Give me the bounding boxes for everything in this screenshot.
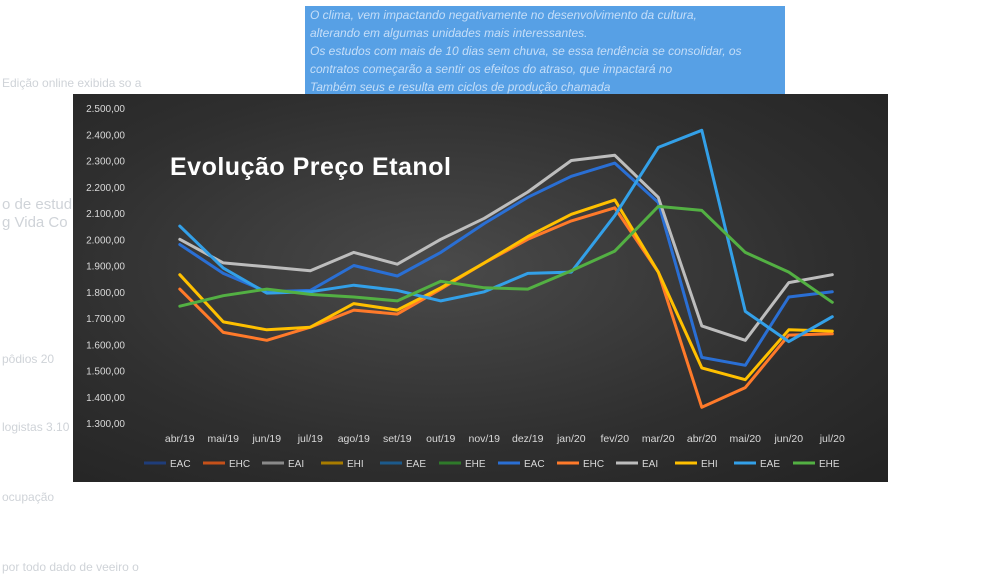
legend-label: EHE xyxy=(465,459,486,470)
y-tick-label: 1.900,00 xyxy=(86,262,125,273)
x-tick-label: out/19 xyxy=(426,433,455,445)
ethanol-price-chart: 1.300,00 1.400,00 1.500,00 1.600,00 1.700,00… xyxy=(86,104,845,470)
background-highlight-line: alterando em algumas unidades mais inter… xyxy=(310,26,588,40)
y-tick-label: 2.200,00 xyxy=(86,183,125,194)
x-tick-label: jun/20 xyxy=(773,433,803,445)
series-line-eai xyxy=(178,153,834,342)
background-highlight xyxy=(305,6,785,94)
background-text: g Vida Co xyxy=(2,214,68,231)
x-tick-label: abr/19 xyxy=(165,433,195,445)
series-line-ehe xyxy=(178,204,834,308)
legend-label: EHI xyxy=(347,459,364,470)
x-tick-label: mai/20 xyxy=(729,433,761,445)
y-tick-label: 2.100,00 xyxy=(86,209,125,220)
x-tick-label: jan/20 xyxy=(556,433,586,445)
y-tick-label: 2.500,00 xyxy=(86,104,125,115)
x-tick-label: ago/19 xyxy=(338,433,370,445)
y-tick-label: 2.000,00 xyxy=(86,235,125,246)
legend-label: EHC xyxy=(583,459,604,470)
y-tick-label: 2.300,00 xyxy=(86,157,125,168)
background-highlight-line: Também seus e resulta em ciclos de produ… xyxy=(310,80,611,94)
legend-label: EHC xyxy=(229,459,250,470)
background-highlight-line: contratos começarão a sentir os efeitos … xyxy=(310,62,673,76)
background-text: pôdios 20 xyxy=(2,352,55,366)
x-tick-label: mai/19 xyxy=(207,433,239,445)
chart-title: Evolução Preço Etanol xyxy=(170,153,451,181)
background-highlight-line: Os estudos com mais de 10 dias sem chuva… xyxy=(310,44,742,58)
legend-label: EAE xyxy=(406,459,426,470)
y-tick-label: 1.600,00 xyxy=(86,340,125,351)
y-tick-label: 1.500,00 xyxy=(86,367,125,378)
background-text: logistas 3.10 xyxy=(2,420,70,434)
x-tick-label: set/19 xyxy=(383,433,412,445)
legend-label: EAE xyxy=(760,459,780,470)
y-tick-label: 1.800,00 xyxy=(86,288,125,299)
y-tick-label: 1.300,00 xyxy=(86,419,125,430)
legend-label: EAC xyxy=(170,459,191,470)
x-tick-label: dez/19 xyxy=(512,433,544,445)
legend-label: EAI xyxy=(642,459,658,470)
background-text: o de estud xyxy=(2,196,73,213)
x-tick-label: jun/19 xyxy=(251,433,281,445)
x-tick-label: jul/19 xyxy=(297,433,323,445)
x-tick-label: abr/20 xyxy=(687,433,717,445)
y-tick-label: 1.700,00 xyxy=(86,314,125,325)
x-tick-label: mar/20 xyxy=(642,433,675,445)
x-tick-label: fev/20 xyxy=(600,433,629,445)
legend-label: EHI xyxy=(701,459,718,470)
background-text: ocupação xyxy=(2,490,55,504)
legend-label: EHE xyxy=(819,459,840,470)
chart-panel: 1.300,00 1.400,00 1.500,00 1.600,00 1.700,00… xyxy=(73,94,888,482)
background-text: por todo dado de veeiro o xyxy=(2,560,139,574)
legend-label: EAC xyxy=(524,459,545,470)
background-highlight-line: O clima, vem impactando negativamente no… xyxy=(310,8,697,22)
y-tick-label: 2.400,00 xyxy=(86,130,125,141)
background-text: Edição online exibida so a xyxy=(2,76,142,90)
series-line-ehi xyxy=(178,198,834,382)
legend-label: EAI xyxy=(288,459,304,470)
x-tick-label: jul/20 xyxy=(819,433,845,445)
x-tick-label: nov/19 xyxy=(468,433,500,445)
y-tick-label: 1.400,00 xyxy=(86,393,125,404)
